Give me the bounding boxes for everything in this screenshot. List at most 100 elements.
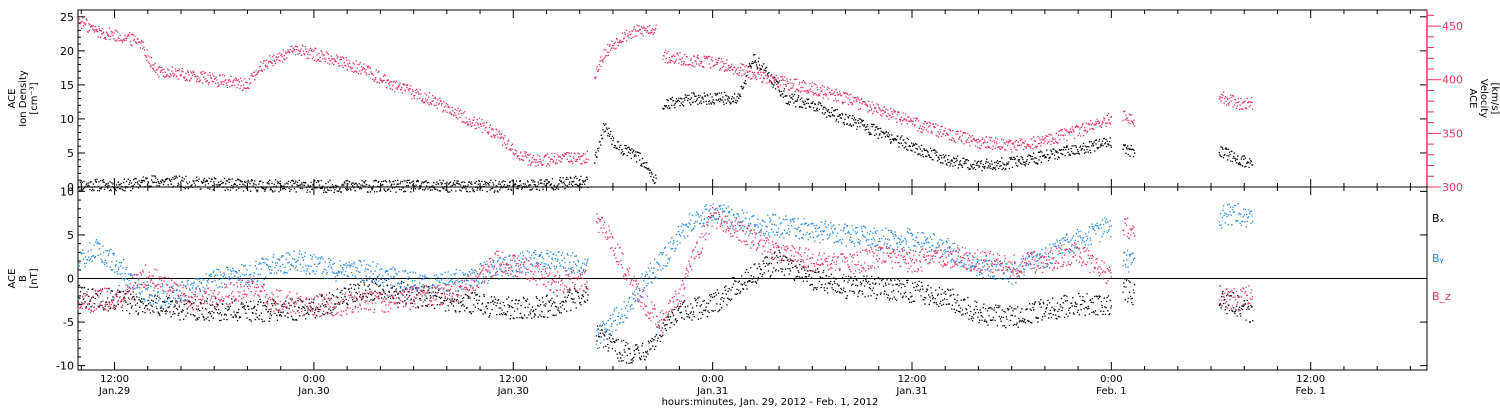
top-series-1-point <box>549 160 551 163</box>
top-series-0-point <box>671 104 673 106</box>
top-series-0-point <box>1075 146 1077 148</box>
top-series-0-point <box>372 185 374 187</box>
top-series-1-point <box>699 60 701 63</box>
top-series-1-point <box>449 111 452 113</box>
top-series-0-point <box>655 174 657 176</box>
top-series-0-point <box>757 60 759 63</box>
top-series-1-point <box>1101 120 1104 123</box>
top-series-0-point <box>879 133 881 135</box>
top-series-1-point <box>181 70 183 72</box>
top-series-0-point <box>854 121 856 124</box>
top-series-1-point <box>1044 137 1047 139</box>
bottom-series-0-point <box>228 308 230 311</box>
bottom-series-0-point <box>351 296 353 298</box>
top-series-0-point <box>291 184 293 187</box>
top-series-1-point <box>678 62 680 64</box>
top-series-0 <box>1218 146 1254 168</box>
top-series-1-point <box>378 82 380 84</box>
bottom-series-0-point <box>165 313 167 315</box>
top-series-1-point <box>1012 142 1015 144</box>
top-series-1-point <box>719 69 721 71</box>
bottom-series-0-point <box>739 291 742 293</box>
top-series-0-point <box>161 181 163 184</box>
left-tick-label: 5 <box>67 147 74 160</box>
top-series-0-point <box>514 183 516 185</box>
top-series-1-point <box>118 40 121 42</box>
bottom-series-0-point <box>324 298 326 300</box>
top-series-0-point <box>602 129 604 131</box>
top-series-0-point <box>1055 150 1057 152</box>
top-series-0-point <box>655 177 657 179</box>
top-series-1-point <box>537 164 539 166</box>
bottom-series-0-point <box>571 293 573 295</box>
bottom-series-0-point <box>484 311 486 313</box>
bottom-series-0-point <box>369 293 372 295</box>
bottom-series-0-point <box>446 290 448 292</box>
top-series-1-point <box>570 160 572 162</box>
bottom-series-0-point <box>745 284 747 286</box>
top-series-1-point <box>677 52 679 54</box>
top-series-0-point <box>340 191 342 193</box>
top-series-0-point <box>1228 151 1231 153</box>
bottom-series-0-point <box>620 357 622 359</box>
bottom-series-0-point <box>425 304 427 307</box>
top-series-0-point <box>669 107 671 109</box>
top-series-0-point <box>777 86 779 88</box>
top-series-0-point <box>823 113 825 115</box>
bottom-series-0-point <box>379 285 381 287</box>
top-series-0-point <box>405 180 407 182</box>
top-series-0-point <box>893 138 895 140</box>
top-series-1-point <box>929 125 931 127</box>
top-series-1-point <box>360 72 362 75</box>
top-series-1-point <box>1241 108 1243 110</box>
top-series-1-point <box>201 73 203 75</box>
top-series-1-point <box>394 81 396 84</box>
bottom-series-0-point <box>378 285 380 287</box>
top-series-0-point <box>1234 157 1236 159</box>
bottom-series-0-point <box>698 296 700 298</box>
top-series-0-point <box>336 185 338 187</box>
top-series-0-point <box>811 102 813 105</box>
bottom-series-0-point <box>566 296 568 298</box>
bottom-series-0-point <box>140 301 142 303</box>
top-series-1-point <box>513 154 516 156</box>
top-series-1-point <box>1100 126 1102 129</box>
top-series-1-point <box>229 80 232 83</box>
top-series-1-point <box>285 51 287 54</box>
top-series-1-point <box>1033 140 1035 142</box>
top-series-0-point <box>207 187 209 189</box>
top-series-1-point <box>745 75 747 77</box>
top-series-0-point <box>859 126 861 128</box>
bottom-series-0-point <box>165 309 168 311</box>
top-series-0-point <box>183 178 185 180</box>
top-series-1 <box>594 24 657 80</box>
top-series-0-point <box>709 100 711 102</box>
top-series-0-point <box>935 150 937 152</box>
bottom-series-0-point <box>140 298 143 300</box>
top-series-1-point <box>295 54 297 56</box>
top-series-0-point <box>1095 143 1097 145</box>
top-series-0-point <box>455 190 457 192</box>
top-series-0-point <box>584 180 586 182</box>
top-series-0-point <box>173 178 175 180</box>
bottom-series-0-point <box>509 318 511 320</box>
top-series-0-point <box>402 187 404 189</box>
top-series-0-point <box>742 86 745 88</box>
top-series-0-point <box>303 184 306 186</box>
bottom-series-0-point <box>520 304 522 307</box>
top-series-0-point <box>557 184 559 186</box>
top-series-1-point <box>416 88 418 91</box>
top-series-0-point <box>1016 155 1018 158</box>
top-series-1-point <box>809 83 811 85</box>
top-series-1-point <box>426 99 428 101</box>
top-series-1-point <box>701 61 703 63</box>
top-series-1-point <box>1109 123 1111 125</box>
top-series-0-point <box>150 179 153 181</box>
top-series-0-point <box>841 112 843 115</box>
top-series-0-point <box>694 95 696 97</box>
top-series-1-point <box>1124 119 1126 121</box>
top-series-1-point <box>520 151 522 153</box>
top-series-1-point <box>333 64 335 66</box>
top-series-0-point <box>718 98 720 100</box>
top-series-1-point <box>363 68 366 70</box>
